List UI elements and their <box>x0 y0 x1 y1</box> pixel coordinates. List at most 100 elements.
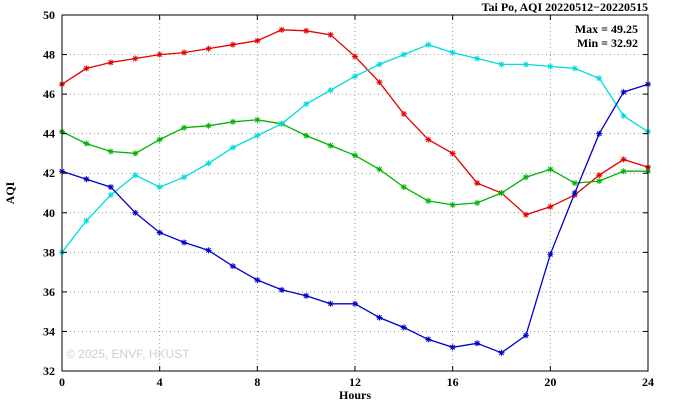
point-marker <box>132 209 139 216</box>
x-tick-label: 4 <box>157 375 163 389</box>
point-marker <box>327 31 334 38</box>
point-marker <box>327 87 334 94</box>
point-marker <box>229 144 236 151</box>
point-marker <box>547 166 554 173</box>
point-marker <box>425 41 432 48</box>
point-marker <box>254 37 261 44</box>
point-marker <box>83 176 90 183</box>
point-marker <box>352 73 358 80</box>
point-marker <box>254 132 261 139</box>
point-marker <box>571 65 578 72</box>
y-axis-label: AQI <box>3 181 17 204</box>
point-marker <box>352 300 358 307</box>
point-marker <box>107 59 114 66</box>
point-marker <box>620 89 627 96</box>
point-marker <box>278 286 285 293</box>
point-marker <box>181 49 188 56</box>
point-marker <box>229 118 236 125</box>
y-tick-label: 38 <box>43 245 55 259</box>
x-tick-label: 24 <box>642 375 654 389</box>
point-marker <box>352 53 358 60</box>
point-marker <box>156 184 163 191</box>
point-marker <box>400 324 407 331</box>
point-marker <box>205 247 212 254</box>
point-marker <box>474 180 481 187</box>
point-marker <box>547 63 554 70</box>
point-marker <box>156 229 163 236</box>
point-marker <box>303 27 310 34</box>
point-marker <box>498 190 505 196</box>
point-marker <box>400 110 407 117</box>
x-tick-label: 8 <box>254 375 260 389</box>
max-value-label: Max = 49.25 <box>575 22 638 36</box>
point-marker <box>474 199 481 206</box>
point-marker <box>229 263 236 270</box>
min-value-label: Min = 32.92 <box>577 36 638 50</box>
point-marker <box>449 49 456 56</box>
green-series <box>59 116 651 208</box>
point-marker <box>156 51 163 58</box>
point-marker <box>474 55 481 62</box>
x-axis-label: Hours <box>339 388 371 402</box>
y-tick-label: 48 <box>43 48 55 62</box>
point-marker <box>205 160 212 167</box>
point-marker <box>425 336 432 343</box>
point-marker <box>498 349 505 356</box>
point-marker <box>132 150 139 157</box>
point-marker <box>327 142 334 149</box>
point-marker <box>107 184 114 191</box>
y-tick-label: 50 <box>43 8 55 22</box>
point-marker <box>620 112 627 119</box>
point-marker <box>303 292 310 299</box>
point-marker <box>278 120 285 127</box>
point-marker <box>181 124 188 131</box>
point-marker <box>83 140 90 147</box>
point-marker <box>474 340 481 347</box>
point-marker <box>522 174 529 181</box>
y-tick-label: 32 <box>43 364 55 378</box>
y-tick-label: 44 <box>43 127 55 141</box>
point-marker <box>571 190 578 196</box>
point-marker <box>522 332 529 339</box>
x-tick-label: 12 <box>349 375 361 389</box>
red-series <box>59 26 651 218</box>
watermark-text: © 2025, ENVF, HKUST <box>66 347 190 361</box>
point-marker <box>498 61 505 68</box>
point-marker <box>254 116 261 123</box>
point-marker <box>205 45 212 52</box>
y-tick-label: 42 <box>43 166 55 180</box>
point-marker <box>596 178 603 185</box>
point-marker <box>596 172 603 179</box>
y-tick-label: 40 <box>43 206 55 220</box>
point-marker <box>547 203 554 210</box>
point-marker <box>376 61 383 68</box>
x-tick-label: 20 <box>544 375 556 389</box>
point-marker <box>132 172 139 179</box>
point-marker <box>83 217 90 224</box>
y-tick-label: 46 <box>43 87 55 101</box>
point-marker <box>400 51 407 58</box>
point-marker <box>522 61 529 68</box>
point-marker <box>303 101 310 107</box>
point-marker <box>449 344 456 351</box>
point-marker <box>571 180 578 187</box>
point-marker <box>376 166 383 173</box>
point-marker <box>620 156 627 163</box>
x-tick-label: 16 <box>447 375 459 389</box>
point-marker <box>449 150 456 157</box>
y-tick-label: 34 <box>43 324 55 338</box>
data-series <box>59 26 651 356</box>
point-marker <box>449 201 456 208</box>
y-tick-label: 36 <box>43 285 55 299</box>
point-marker <box>254 277 261 284</box>
point-marker <box>107 148 114 155</box>
point-marker <box>547 251 554 258</box>
point-marker <box>596 75 603 82</box>
point-marker <box>522 211 529 218</box>
point-marker <box>83 65 90 72</box>
point-marker <box>620 168 627 175</box>
point-marker <box>107 191 114 198</box>
grid-lines <box>62 15 648 371</box>
